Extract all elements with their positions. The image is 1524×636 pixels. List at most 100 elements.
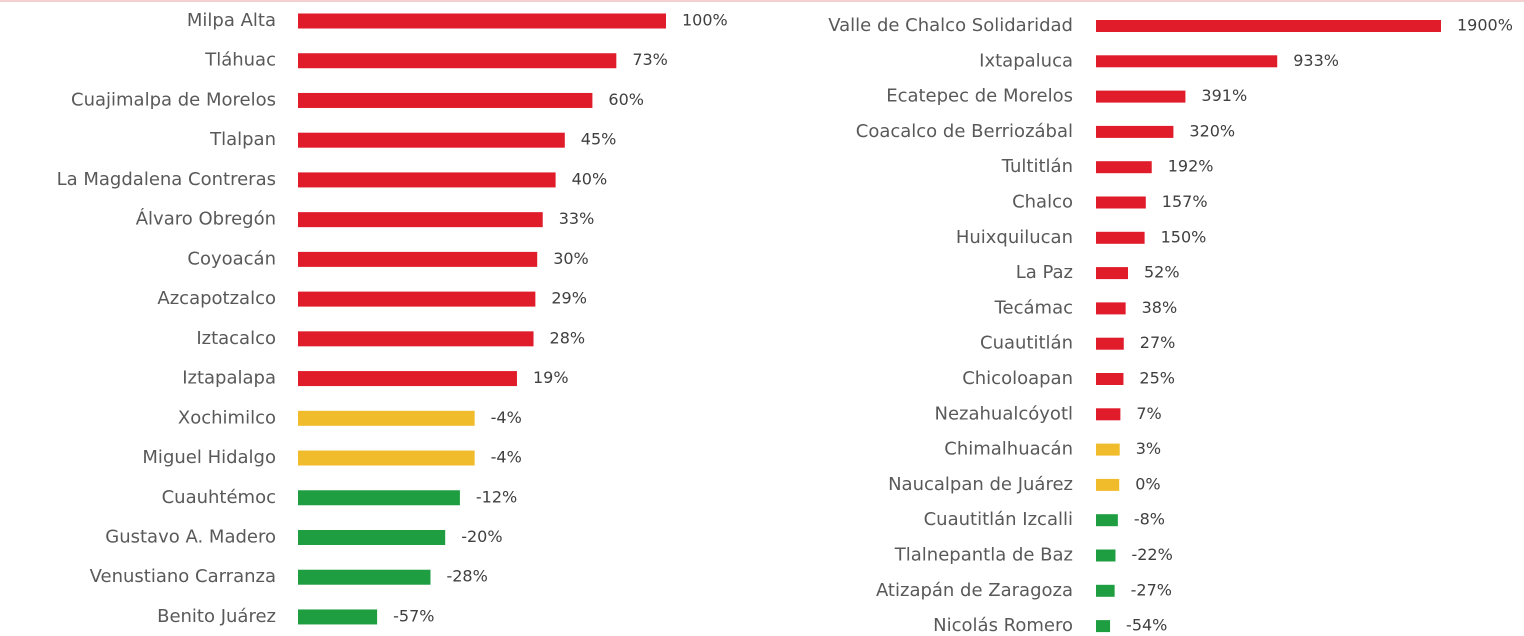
category-label: Coyoacán <box>187 248 276 269</box>
bar <box>1096 337 1124 350</box>
value-label: -4% <box>491 408 522 427</box>
category-label: Chimalhuacán <box>944 439 1073 460</box>
value-label: 45% <box>581 130 617 149</box>
category-label: Cuauhtémoc <box>162 487 276 508</box>
bar <box>298 331 534 347</box>
bar <box>298 251 538 267</box>
category-label: La Paz <box>1016 262 1073 283</box>
bar <box>298 371 517 387</box>
value-label: -28% <box>446 567 487 586</box>
value-label: 3% <box>1136 439 1161 458</box>
category-label: Coacalco de Berriozábal <box>856 121 1073 142</box>
bar <box>1096 196 1146 209</box>
bar <box>1096 478 1120 491</box>
bar <box>1096 231 1145 244</box>
category-label: Huixquilucan <box>956 227 1073 248</box>
value-label: -22% <box>1131 545 1172 564</box>
bar <box>1096 620 1111 633</box>
bar <box>1096 443 1120 456</box>
value-label: -54% <box>1126 616 1167 635</box>
value-label: -8% <box>1134 510 1165 529</box>
category-label: Azcapotzalco <box>157 288 276 309</box>
bar <box>298 172 556 188</box>
category-label: Cuajimalpa de Morelos <box>71 89 276 110</box>
category-label: Iztapalapa <box>182 368 276 389</box>
bar <box>298 13 666 29</box>
bar <box>1096 302 1126 315</box>
bar <box>298 410 475 426</box>
category-label: Venustiano Carranza <box>90 566 276 587</box>
category-label: Benito Juárez <box>157 606 276 627</box>
value-label: -20% <box>461 527 502 546</box>
value-label: 27% <box>1140 333 1176 352</box>
bar <box>1096 408 1121 421</box>
value-label: 19% <box>533 368 569 387</box>
bar <box>298 450 475 466</box>
value-label: 29% <box>551 289 587 308</box>
bar <box>1096 549 1116 562</box>
category-label: Atizapán de Zaragoza <box>876 580 1073 601</box>
value-label: -57% <box>393 606 434 625</box>
bar <box>298 529 446 545</box>
category-label: La Magdalena Contreras <box>57 169 276 190</box>
value-label: 933% <box>1293 51 1339 70</box>
value-label: 60% <box>608 90 644 109</box>
bar <box>298 291 536 307</box>
value-label: 40% <box>572 169 608 188</box>
value-label: 150% <box>1161 227 1207 246</box>
bar <box>298 92 593 108</box>
category-label: Álvaro Obregón <box>136 208 276 230</box>
category-label: Tecámac <box>994 297 1073 318</box>
category-label: Iztacalco <box>196 328 276 349</box>
bar <box>1096 125 1174 138</box>
bar <box>1096 514 1118 527</box>
value-label: 192% <box>1168 157 1214 176</box>
category-label: Ecatepec de Morelos <box>886 86 1073 107</box>
category-label: Ixtapaluca <box>979 50 1073 71</box>
category-label: Cuautitlán Izcalli <box>924 509 1073 530</box>
bar <box>298 490 460 506</box>
bar <box>1096 90 1186 103</box>
value-label: 0% <box>1135 474 1160 493</box>
bar <box>298 569 431 585</box>
category-label: Valle de Chalco Solidaridad <box>828 15 1073 36</box>
category-label: Naucalpan de Juárez <box>888 474 1073 495</box>
category-label: Tlalnepantla de Baz <box>894 545 1073 566</box>
value-label: 33% <box>559 209 595 228</box>
bar <box>1096 55 1278 68</box>
value-label: 30% <box>553 249 589 268</box>
value-label: 25% <box>1139 369 1175 388</box>
category-label: Tultitlán <box>1001 156 1073 177</box>
value-label: 7% <box>1136 404 1161 423</box>
bar <box>1096 584 1115 597</box>
category-label: Chalco <box>1012 192 1073 213</box>
value-label: 157% <box>1162 192 1208 211</box>
value-label: 52% <box>1144 263 1180 282</box>
value-label: 320% <box>1189 121 1235 140</box>
bar <box>298 53 617 69</box>
bar <box>298 132 565 148</box>
value-label: -4% <box>491 448 522 467</box>
value-label: 1900% <box>1457 16 1513 35</box>
bar <box>1096 161 1152 174</box>
category-label: Miguel Hidalgo <box>142 447 276 468</box>
category-label: Gustavo A. Madero <box>105 526 276 547</box>
value-label: 100% <box>682 11 728 30</box>
value-label: 28% <box>550 328 586 347</box>
bar <box>1096 20 1441 32</box>
category-label: Milpa Alta <box>187 10 276 31</box>
category-label: Nezahualcóyotl <box>935 403 1074 424</box>
value-label: 38% <box>1142 298 1178 317</box>
category-label: Nicolás Romero <box>933 615 1073 636</box>
category-label: Chicoloapan <box>962 368 1073 389</box>
value-label: 391% <box>1201 86 1247 105</box>
value-label: -12% <box>476 487 517 506</box>
value-label: -27% <box>1131 580 1172 599</box>
category-label: Tláhuac <box>204 50 276 71</box>
bar <box>1096 373 1124 385</box>
value-label: 73% <box>632 50 668 69</box>
bar <box>298 609 378 625</box>
bar <box>298 212 543 228</box>
category-label: Tlalpan <box>209 129 276 150</box>
